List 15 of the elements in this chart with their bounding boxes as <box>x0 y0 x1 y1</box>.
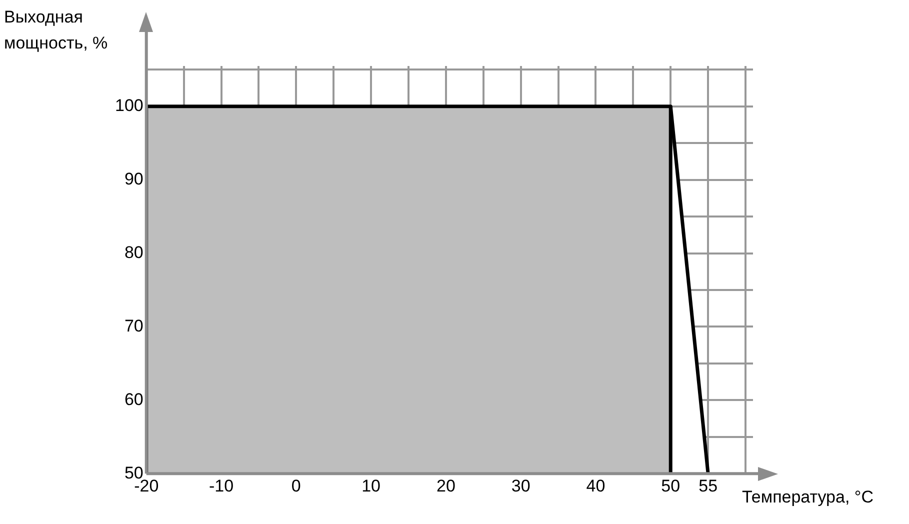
x-tick-label: 10 <box>362 476 381 496</box>
x-tick-label: -10 <box>208 476 234 496</box>
x-tick-label: 20 <box>436 476 456 496</box>
x-tick-label: 40 <box>586 476 606 496</box>
y-tick-label: 60 <box>124 390 144 409</box>
x-tick-label: 50 <box>661 476 680 496</box>
y-axis-title: Выходная мощность, % <box>4 8 108 53</box>
y-tick-label: 100 <box>114 96 144 116</box>
y-tick-label: 70 <box>124 316 144 336</box>
y-tick-label: 90 <box>124 170 144 189</box>
x-tick-label: 0 <box>291 476 301 496</box>
y-tick-label: 80 <box>124 242 144 262</box>
x-tick-label: 30 <box>511 476 530 496</box>
x-axis-title: Температура, °C <box>742 487 874 506</box>
x-tick-label: 55 <box>698 476 718 496</box>
